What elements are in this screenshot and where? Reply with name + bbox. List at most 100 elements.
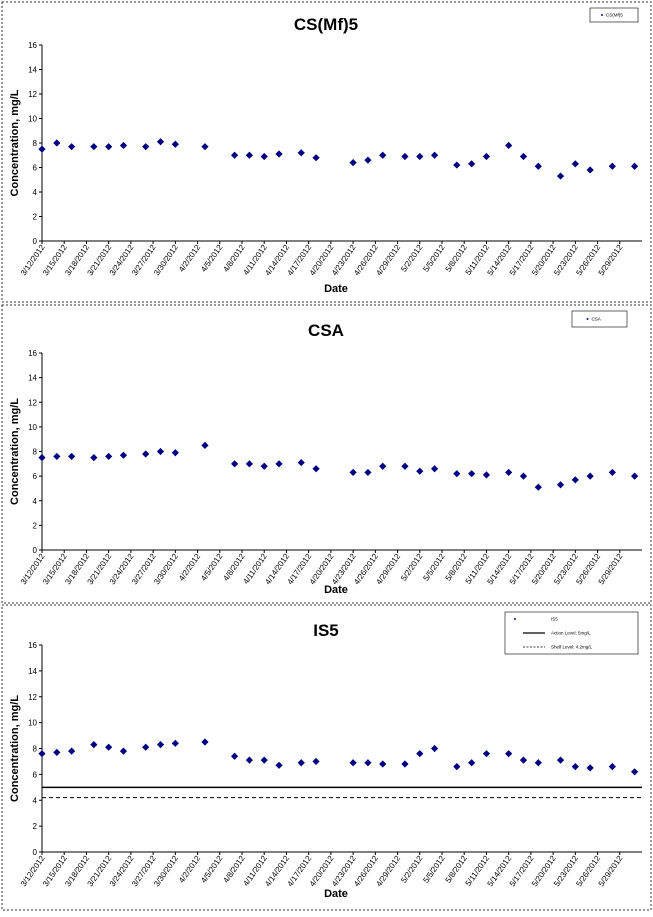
y-axis-label: Concentration, mg/L (9, 398, 21, 505)
data-point (260, 756, 268, 764)
data-point (349, 468, 357, 477)
data-point (68, 747, 76, 755)
data-point (364, 156, 372, 164)
legend-box (589, 7, 639, 23)
legend-entry-label: CSA (592, 317, 601, 322)
data-point (401, 760, 409, 768)
data-point (416, 152, 424, 161)
data-point (571, 763, 579, 771)
data-point (119, 141, 128, 150)
data-point (171, 449, 179, 457)
data-point (453, 161, 461, 169)
data-point (586, 764, 594, 772)
data-point (482, 471, 491, 479)
data-point (556, 172, 565, 180)
data-point (230, 460, 239, 468)
panel-border (1, 604, 652, 911)
y-tick-label: 4 (33, 796, 38, 805)
x-axis-label: Date (324, 888, 348, 900)
data-point (105, 743, 113, 751)
data-point (38, 145, 46, 153)
data-point (156, 138, 165, 146)
data-point (297, 149, 305, 157)
y-tick-label: 6 (33, 770, 38, 779)
data-point (468, 470, 476, 478)
y-tick-label: 8 (33, 448, 38, 457)
data-point (38, 454, 46, 462)
data-point (630, 162, 639, 170)
data-point (171, 140, 179, 148)
data-point (38, 750, 46, 758)
chart-title: CSA (308, 321, 344, 340)
data-point (260, 462, 268, 470)
data-point (364, 468, 372, 477)
y-tick-label: 10 (28, 423, 37, 432)
y-tick-label: 10 (28, 115, 37, 124)
data-point (608, 763, 616, 771)
panel-border (1, 1, 652, 303)
data-point (201, 441, 209, 449)
data-point (534, 483, 542, 491)
y-axis-label: Concentration, mg/L (9, 695, 21, 802)
data-point (571, 160, 579, 168)
y-tick-label: 0 (33, 237, 38, 246)
y-axis-label: Concentration, mg/L (9, 89, 21, 196)
data-point (430, 465, 439, 473)
data-point (482, 152, 491, 161)
data-point (586, 472, 594, 480)
legend-entry-label: Shelf Level: 4.2mg/L (551, 645, 593, 650)
y-tick-label: 0 (33, 848, 38, 857)
y-tick-label: 14 (28, 667, 37, 676)
data-point (608, 162, 616, 170)
data-point (53, 748, 61, 756)
data-point (119, 451, 128, 459)
data-point (275, 761, 283, 769)
chart-panel-1: CS(Mf)502468101214163/12/20123/15/20123/… (1, 1, 652, 303)
data-point (68, 452, 76, 461)
y-tick-label: 2 (33, 822, 38, 831)
data-point (245, 460, 254, 468)
y-tick-label: 2 (33, 213, 38, 222)
data-point (297, 458, 305, 467)
data-point (142, 143, 150, 151)
data-point (105, 143, 113, 151)
data-point (90, 143, 98, 151)
y-tick-label: 16 (28, 349, 37, 358)
data-point (142, 743, 150, 751)
data-point (416, 467, 424, 475)
data-point (312, 757, 320, 766)
panel-border (1, 304, 652, 604)
data-point (90, 454, 98, 462)
data-point (275, 150, 283, 158)
data-point (90, 741, 98, 749)
y-tick-label: 4 (33, 497, 38, 506)
legend-marker-diamond (513, 617, 517, 621)
data-point (53, 139, 61, 147)
legend-entry-label: IS5 (551, 617, 558, 622)
data-point (53, 452, 61, 461)
data-point (519, 756, 528, 764)
legend-marker-diamond (586, 317, 589, 321)
data-point (105, 452, 113, 461)
data-point (401, 152, 409, 161)
data-point (468, 160, 476, 168)
data-point (230, 151, 239, 159)
data-point (430, 744, 439, 753)
legend-entry-label: CS(Mf)5 (606, 13, 623, 18)
data-point (379, 151, 387, 159)
data-point (534, 759, 542, 767)
y-tick-label: 16 (28, 41, 37, 50)
data-point (556, 481, 565, 489)
y-tick-label: 4 (33, 188, 38, 197)
data-point (142, 450, 150, 458)
data-point (156, 447, 165, 456)
data-point (534, 162, 542, 170)
legend-entry-label: Action Level: 5mg/L (551, 631, 591, 636)
y-tick-label: 0 (33, 546, 38, 555)
data-point (505, 141, 513, 150)
data-point (364, 759, 372, 767)
y-tick-label: 14 (28, 374, 37, 383)
y-tick-label: 12 (28, 693, 37, 702)
y-tick-label: 6 (33, 472, 38, 481)
